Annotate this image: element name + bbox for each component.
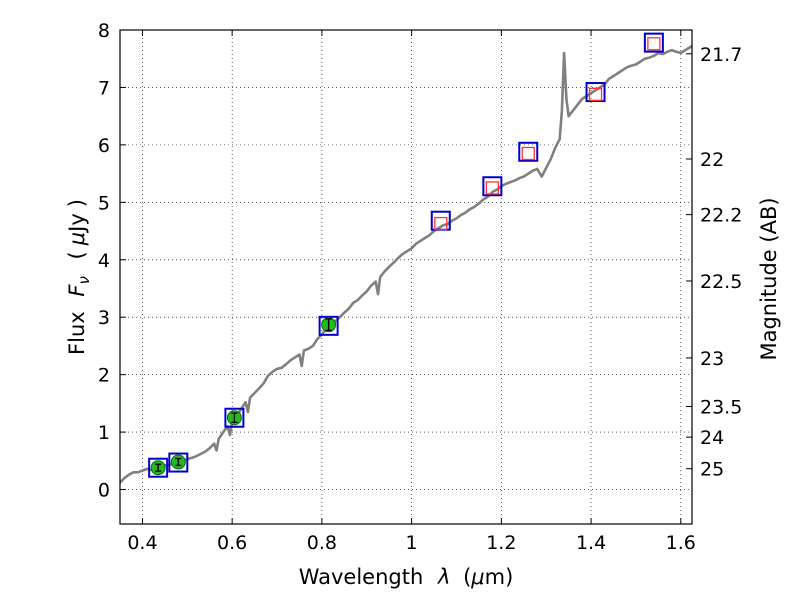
- y-tick-label: 2: [98, 365, 110, 387]
- plot-frame: [119, 29, 693, 525]
- y-axis-label-subscript: ν: [75, 276, 93, 284]
- x-tick-label: 0.6: [217, 532, 247, 554]
- x-axis-label-symbol: λ: [437, 565, 450, 589]
- x-tick-label: 1.6: [666, 532, 696, 554]
- model-point-square: [585, 82, 606, 103]
- y-axis-label-unit-open: (: [65, 251, 89, 259]
- y2-axis-label: Magnitude (AB): [757, 197, 781, 360]
- plot-background: [120, 30, 692, 524]
- x-axis-label-unit-rest: m): [485, 565, 514, 589]
- model-point-square: [148, 457, 169, 478]
- y-axis-label-text: Flux: [65, 311, 89, 355]
- upper-limit-square: [521, 146, 535, 161]
- upper-limit-square: [485, 181, 500, 195]
- y2-tick-label: 22: [700, 149, 724, 171]
- y-axis-label-symbol: F: [65, 284, 89, 297]
- upper-limit-square: [588, 87, 603, 101]
- model-point-square: [482, 176, 503, 197]
- x-axis-label-unit-mu: μ: [470, 565, 484, 589]
- y-tick-label: 1: [98, 422, 110, 444]
- y-tick-label: 6: [98, 135, 110, 157]
- x-tick-label: 1.2: [486, 532, 516, 554]
- x-tick-label: 1.4: [576, 532, 606, 554]
- x-axis-label-text: Wavelength: [299, 565, 424, 589]
- model-point-square: [518, 141, 539, 162]
- upper-limit-square: [434, 216, 448, 231]
- y-tick-label: 8: [98, 20, 110, 42]
- x-axis-label-unit-open: (: [463, 565, 471, 589]
- model-point-square: [168, 452, 189, 473]
- y-axis-label-unit-rest: Jy: [65, 213, 89, 234]
- y-tick-label: 3: [98, 307, 110, 329]
- y2-tick-label: 23.5: [700, 397, 742, 419]
- y-axis-label: Flux Fν ( μJy): [65, 199, 94, 355]
- ticks: 0.4 0.6 0.8 1 1.2 1.4 1.601234567821.72222.222…: [98, 20, 742, 554]
- y2-tick-label: 22.2: [700, 205, 742, 227]
- y-tick-label: 7: [98, 77, 110, 99]
- y-tick-label: 4: [98, 250, 110, 272]
- x-tick-label: 0.8: [307, 532, 337, 554]
- y2-tick-label: 21.7: [700, 44, 742, 66]
- y-axis-label-unit-mu: μ: [65, 232, 89, 246]
- y2-tick-label: 22.5: [700, 271, 742, 293]
- x-axis-label: Wavelength λ (μm): [299, 565, 514, 589]
- y2-tick-label: 23: [700, 348, 724, 370]
- y-tick-label: 5: [98, 192, 110, 214]
- x-tick-label: 1: [406, 532, 418, 554]
- y-tick-label: 0: [98, 480, 110, 502]
- y2-tick-label: 25: [700, 459, 724, 481]
- upper-limit-square: [647, 37, 661, 51]
- y-axis-label-unit-close: ): [65, 199, 89, 207]
- model-point-square: [643, 32, 664, 53]
- model-point-square: [224, 407, 245, 428]
- model-point-square: [318, 315, 339, 336]
- series-group: [120, 32, 692, 484]
- x-tick-label: 0.4: [127, 532, 157, 554]
- y2-tick-label: 24: [700, 427, 724, 449]
